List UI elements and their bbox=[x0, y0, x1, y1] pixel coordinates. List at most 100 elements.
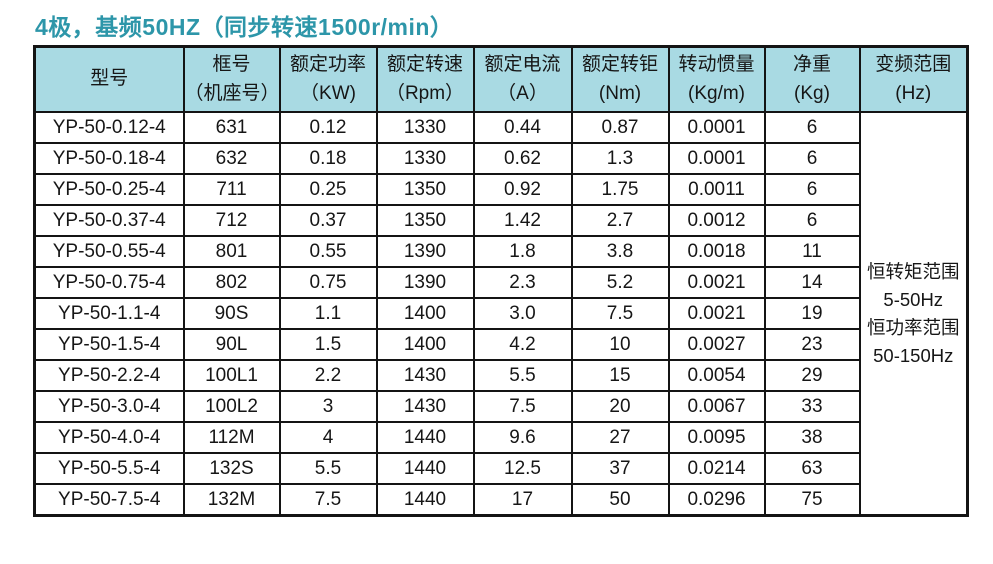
cell-r12-c6: 0.0296 bbox=[667, 483, 766, 517]
table-header-row: 型号 框号 （机座号） 额定功率 （KW) 额定转速 （Rpm） 额定电流 （A） 额定转钜 (Nm… bbox=[33, 45, 969, 113]
column-header-8: 变频范围 (Hz) bbox=[858, 45, 969, 113]
cell-r2-c6: 0.0011 bbox=[667, 173, 766, 206]
column-header-line1: 额定电流 bbox=[484, 54, 561, 75]
cell-r5-c6: 0.0021 bbox=[667, 266, 766, 299]
cell-r4-c7: 11 bbox=[763, 235, 861, 268]
cell-r3-c4: 1.42 bbox=[472, 204, 573, 237]
cell-r9-c6: 0.0067 bbox=[667, 390, 766, 423]
cell-r11-c1: 132S bbox=[182, 452, 281, 485]
table-row: YP-50-7.5-4 132M 7.5 1440 17 50 0.0296 75 bbox=[33, 483, 968, 517]
column-header-line1: 额定转钜 bbox=[581, 54, 658, 75]
cell-r0-c0: YP-50-0.12-4 bbox=[33, 111, 185, 144]
frequency-range-line: 5-50Hz bbox=[883, 288, 944, 310]
cell-r6-c0: YP-50-1.1-4 bbox=[33, 297, 185, 330]
page-title: 4极，基频50HZ（同步转速1500r/min） bbox=[35, 14, 454, 40]
cell-r7-c6: 0.0027 bbox=[667, 328, 766, 361]
column-header-line1: 型号 bbox=[90, 68, 129, 90]
cell-r12-c5: 50 bbox=[570, 483, 670, 517]
column-header-line1: 框号 bbox=[212, 54, 251, 75]
cell-r2-c4: 0.92 bbox=[472, 173, 573, 206]
column-header-line2: (Kg/m) bbox=[688, 82, 745, 104]
cell-r4-c4: 1.8 bbox=[472, 235, 573, 268]
cell-r3-c5: 2.7 bbox=[570, 204, 670, 237]
frequency-range-line: 50-150Hz bbox=[873, 344, 954, 366]
column-header-5: 额定转钜 (Nm) bbox=[570, 45, 670, 113]
cell-r12-c4: 17 bbox=[472, 483, 573, 517]
cell-r7-c1: 90L bbox=[182, 328, 281, 361]
frequency-range-cell: 恒转矩范围 5-50Hz 恒功率范围 50-150Hz bbox=[858, 111, 969, 517]
cell-r7-c5: 10 bbox=[570, 328, 670, 361]
cell-r8-c3: 1430 bbox=[375, 359, 475, 392]
cell-r0-c6: 0.0001 bbox=[667, 111, 766, 144]
cell-r10-c6: 0.0095 bbox=[667, 421, 766, 454]
cell-r0-c5: 0.87 bbox=[570, 111, 670, 144]
table-row: YP-50-0.37-4 712 0.37 1350 1.42 2.7 0.0012 6 bbox=[33, 204, 968, 237]
cell-r11-c3: 1440 bbox=[375, 452, 475, 485]
column-header-6: 转动惯量 (Kg/m) bbox=[667, 45, 766, 113]
cell-r10-c0: YP-50-4.0-4 bbox=[33, 421, 185, 454]
column-header-line2: （机座号） bbox=[184, 82, 280, 104]
cell-r7-c0: YP-50-1.5-4 bbox=[33, 328, 185, 361]
cell-r9-c1: 100L2 bbox=[182, 390, 281, 423]
cell-r1-c4: 0.62 bbox=[472, 142, 573, 175]
column-header-line1: 额定功率 bbox=[289, 54, 366, 75]
column-header-4: 额定电流 （A） bbox=[472, 45, 573, 113]
cell-r10-c2: 4 bbox=[278, 421, 378, 454]
cell-r11-c4: 12.5 bbox=[472, 452, 573, 485]
frequency-range-line: 恒功率范围 bbox=[866, 316, 960, 338]
cell-r10-c1: 112M bbox=[182, 421, 281, 454]
cell-r3-c6: 0.0012 bbox=[667, 204, 766, 237]
cell-r6-c6: 0.0021 bbox=[667, 297, 766, 330]
cell-r0-c1: 631 bbox=[182, 111, 281, 144]
table-row: YP-50-3.0-4 100L2 3 1430 7.5 20 0.0067 33 bbox=[33, 390, 968, 423]
cell-r2-c3: 1350 bbox=[375, 173, 475, 206]
cell-r9-c4: 7.5 bbox=[472, 390, 573, 423]
cell-r8-c2: 2.2 bbox=[278, 359, 378, 392]
cell-r11-c0: YP-50-5.5-4 bbox=[33, 452, 185, 485]
cell-r3-c7: 6 bbox=[763, 204, 861, 237]
motor-spec-table: 型号 框号 （机座号） 额定功率 （KW) 额定转速 （Rpm） 额定电流 （A） 额定转钜 (Nm… bbox=[33, 45, 969, 517]
cell-r4-c5: 3.8 bbox=[570, 235, 670, 268]
column-header-3: 额定转速 （Rpm） bbox=[375, 45, 475, 113]
cell-r4-c1: 801 bbox=[182, 235, 281, 268]
cell-r10-c7: 38 bbox=[763, 421, 861, 454]
cell-r5-c5: 5.2 bbox=[570, 266, 670, 299]
cell-r1-c5: 1.3 bbox=[570, 142, 670, 175]
cell-r6-c3: 1400 bbox=[375, 297, 475, 330]
table-row: YP-50-2.2-4 100L1 2.2 1430 5.5 15 0.0054 29 bbox=[33, 359, 968, 392]
table-row: YP-50-1.1-4 90S 1.1 1400 3.0 7.5 0.0021 19 bbox=[33, 297, 968, 330]
cell-r3-c3: 1350 bbox=[375, 204, 475, 237]
cell-r5-c4: 2.3 bbox=[472, 266, 573, 299]
cell-r0-c3: 1330 bbox=[375, 111, 475, 144]
cell-r8-c4: 5.5 bbox=[472, 359, 573, 392]
cell-r7-c2: 1.5 bbox=[278, 328, 378, 361]
cell-r10-c5: 27 bbox=[570, 421, 670, 454]
cell-r3-c1: 712 bbox=[182, 204, 281, 237]
table-body: YP-50-0.12-4 631 0.12 1330 0.44 0.87 0.0001 6 恒转… bbox=[33, 111, 969, 517]
column-header-7: 净重 (Kg) bbox=[763, 45, 861, 113]
table-row: YP-50-0.18-4 632 0.18 1330 0.62 1.3 0.0001 6 bbox=[33, 142, 968, 175]
cell-r3-c0: YP-50-0.37-4 bbox=[33, 204, 185, 237]
column-header-line2: (Hz) bbox=[895, 82, 932, 104]
cell-r12-c1: 132M bbox=[182, 483, 281, 517]
cell-r4-c6: 0.0018 bbox=[667, 235, 766, 268]
table-row: YP-50-5.5-4 132S 5.5 1440 12.5 37 0.0214 63 bbox=[33, 452, 968, 485]
table-row: YP-50-0.55-4 801 0.55 1390 1.8 3.8 0.0018 11 bbox=[33, 235, 968, 268]
column-header-line2: (Kg) bbox=[794, 82, 830, 104]
cell-r9-c0: YP-50-3.0-4 bbox=[33, 390, 185, 423]
table-row: YP-50-0.12-4 631 0.12 1330 0.44 0.87 0.0001 6 恒转… bbox=[33, 111, 969, 517]
header-row: 型号 框号 （机座号） 额定功率 （KW) 额定转速 （Rpm） 额定电流 （A） 额定转钜 (Nm… bbox=[33, 45, 969, 113]
column-header-line1: 转动惯量 bbox=[678, 54, 755, 75]
cell-r6-c5: 7.5 bbox=[570, 297, 670, 330]
cell-r11-c2: 5.5 bbox=[278, 452, 378, 485]
table-row: YP-50-0.75-4 802 0.75 1390 2.3 5.2 0.0021 14 bbox=[33, 266, 968, 299]
column-header-line1: 变频范围 bbox=[875, 54, 952, 75]
column-header-line2: （KW) bbox=[300, 82, 356, 104]
table-row: YP-50-1.5-4 90L 1.5 1400 4.2 10 0.0027 23 bbox=[33, 328, 968, 361]
column-header-line2: (Nm) bbox=[598, 82, 642, 104]
cell-r5-c3: 1390 bbox=[375, 266, 475, 299]
cell-r5-c0: YP-50-0.75-4 bbox=[33, 266, 185, 299]
cell-r12-c3: 1440 bbox=[375, 483, 475, 517]
cell-r8-c7: 29 bbox=[763, 359, 861, 392]
